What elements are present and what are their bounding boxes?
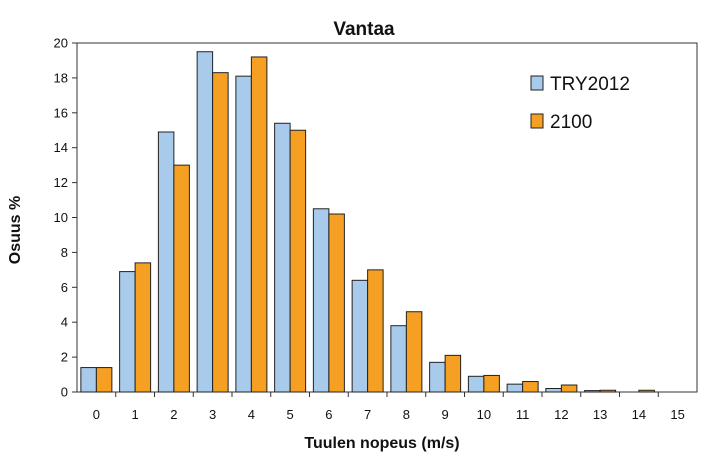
y-tick-label: 8 — [61, 245, 68, 260]
y-tick-label: 6 — [61, 280, 68, 295]
bar-2100 — [599, 389, 617, 393]
legend-label: TRY2012 — [550, 74, 630, 95]
y-tick-label: 4 — [61, 315, 68, 330]
y-tick-label: 18 — [54, 70, 68, 85]
x-tick-label: 8 — [403, 407, 410, 422]
bar-2100 — [367, 269, 384, 393]
x-tick-label: 13 — [593, 407, 607, 422]
bar-2100 — [212, 72, 229, 393]
legend: TRY2012 2100 — [530, 74, 630, 133]
x-tick-label: 14 — [632, 407, 646, 422]
bar-try2012 — [545, 388, 562, 393]
y-tick-label: 20 — [54, 36, 68, 51]
bar-2100 — [289, 129, 307, 393]
x-tick-label: 10 — [477, 407, 491, 422]
bar-try2012 — [429, 361, 446, 393]
y-tick-label: 16 — [54, 105, 68, 120]
bar-2100 — [250, 56, 268, 393]
y-tick-label: 12 — [54, 175, 68, 190]
y-tick-label: 2 — [61, 350, 68, 365]
bar-try2012 — [80, 367, 97, 393]
bar-try2012 — [235, 75, 252, 393]
bar-try2012 — [274, 122, 291, 393]
x-tick-label: 12 — [554, 407, 568, 422]
x-tick-label: 6 — [325, 407, 332, 422]
bar-try2012 — [196, 51, 214, 393]
bar-try2012 — [351, 279, 369, 393]
legend-label: 2100 — [550, 112, 592, 133]
x-tick-label: 7 — [364, 407, 371, 422]
x-tick-label: 3 — [209, 407, 216, 422]
y-tick-label: 14 — [54, 140, 68, 155]
x-tick-label: 11 — [516, 407, 530, 422]
bar-2100 — [560, 384, 578, 393]
bar-2100 — [444, 354, 462, 393]
x-axis-label: Tuulen nopeus (m/s) — [304, 435, 459, 452]
bar-2100 — [95, 367, 113, 393]
x-tick-label: 0 — [93, 407, 100, 422]
y-tick-label: 0 — [61, 385, 68, 400]
bar-try2012 — [157, 131, 175, 393]
bar-2100 — [483, 374, 500, 393]
bar-try2012 — [119, 271, 136, 393]
x-tick-label: 15 — [670, 407, 684, 422]
bar-try2012 — [312, 208, 330, 393]
x-tick-label: 5 — [287, 407, 294, 422]
chart-title: Vantaa — [333, 19, 395, 40]
bar-2100 — [328, 213, 345, 393]
legend-swatch — [530, 113, 544, 129]
bar-2100 — [134, 262, 152, 393]
bar-try2012 — [506, 383, 524, 393]
legend-swatch — [530, 75, 544, 91]
bar-try2012 — [584, 390, 601, 393]
x-tick-label: 2 — [170, 407, 177, 422]
bar-2100 — [522, 381, 539, 393]
bar-2100 — [405, 311, 423, 393]
y-axis-label: Osuus % — [7, 196, 24, 264]
x-tick-label: 9 — [442, 407, 449, 422]
x-tick-label: 1 — [132, 407, 139, 422]
bar-2100 — [638, 389, 655, 393]
x-tick-label: 4 — [248, 407, 255, 422]
bar-2100 — [173, 164, 190, 393]
bar-try2012 — [390, 325, 407, 393]
y-tick-label: 10 — [54, 210, 68, 225]
bar-try2012 — [467, 375, 485, 393]
